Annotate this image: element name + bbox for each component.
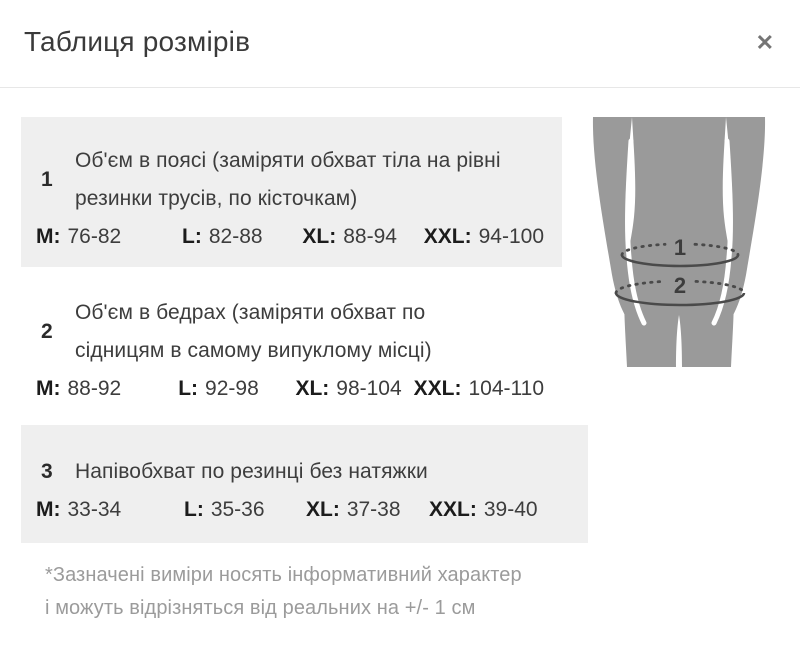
- size-item: M: 33-34: [36, 491, 184, 529]
- body-silhouette-image: 1 2: [592, 117, 766, 367]
- size-label: L:: [178, 377, 199, 400]
- size-value: 76-82: [67, 225, 122, 248]
- size-label: XL:: [295, 377, 330, 400]
- size-label: M:: [36, 377, 61, 400]
- waist-marker-label: 1: [674, 235, 686, 260]
- size-item: XL: 88-94: [302, 218, 423, 256]
- section-number: 2: [41, 320, 53, 343]
- size-item: L: 35-36: [184, 491, 306, 529]
- close-button[interactable]: ✕: [754, 24, 776, 62]
- section-description-row: 3 Напівобхват по резинці без натяжки: [36, 453, 570, 491]
- size-label: XXL:: [413, 377, 462, 400]
- close-icon: ✕: [755, 30, 774, 55]
- size-item: L: 82-88: [182, 218, 302, 256]
- size-item: L: 92-98: [178, 370, 295, 408]
- size-item: XXL: 94-100: [424, 218, 544, 256]
- size-label: XL:: [306, 498, 340, 521]
- size-item: M: 76-82: [36, 218, 182, 256]
- section-number: 1: [41, 168, 53, 191]
- size-item: XXL: 104-110: [414, 370, 544, 408]
- hips-marker-label: 2: [674, 273, 686, 298]
- size-value: 33-34: [67, 498, 122, 521]
- size-value: 35-36: [210, 498, 265, 521]
- modal-header: Таблиця розмірів ✕: [0, 0, 800, 87]
- page-title: Таблиця розмірів: [24, 26, 251, 57]
- size-label: XL:: [302, 225, 337, 248]
- size-label: L:: [182, 225, 202, 248]
- size-value: 88-92: [67, 377, 122, 400]
- section-description-row: 2 Об'єм в бедрах (заміряти обхват по сід…: [36, 294, 544, 370]
- sizes-row: M: 88-92 L: 92-98 XL: 98-104 XXL: 104-110: [36, 370, 544, 408]
- sizes-row: M: 33-34 L: 35-36 XL: 37-38 XXL: 39-40: [36, 491, 570, 529]
- size-value: 104-110: [468, 377, 544, 400]
- size-value: 39-40: [483, 498, 538, 521]
- section-number: 3: [41, 460, 53, 483]
- footnote: *Зазначені виміри носять інформативний х…: [45, 564, 522, 619]
- sizes-row: M: 76-82 L: 82-88 XL: 88-94 XXL: 94-100: [36, 218, 544, 256]
- size-section-elastic: 3 Напівобхват по резинці без натяжки M: 3…: [21, 425, 588, 543]
- size-label: XXL:: [429, 498, 477, 521]
- size-label: XXL:: [423, 225, 472, 248]
- size-label: M:: [36, 498, 61, 521]
- section-description: Об'єм в поясі (заміряти обхват тіла на р…: [75, 149, 501, 210]
- size-label: M:: [36, 225, 61, 248]
- section-description: Напівобхват по резинці без натяжки: [75, 460, 428, 483]
- size-item: XXL: 39-40: [429, 491, 538, 529]
- size-value: 82-88: [208, 225, 263, 248]
- size-section-waist: 1 Об'єм в поясі (заміряти обхват тіла на…: [21, 117, 562, 267]
- size-item: M: 88-92: [36, 370, 178, 408]
- size-value: 94-100: [478, 225, 544, 248]
- size-sections: 1 Об'єм в поясі (заміряти обхват тіла на…: [0, 88, 800, 625]
- body-measurement-diagram: 1 2: [583, 117, 775, 367]
- size-label: L:: [184, 498, 204, 521]
- section-description: Об'єм в бедрах (заміряти обхват по сідни…: [75, 301, 432, 362]
- size-value: 92-98: [205, 377, 259, 400]
- size-section-hips: 2 Об'єм в бедрах (заміряти обхват по сід…: [21, 294, 562, 408]
- size-value: 98-104: [336, 377, 402, 400]
- size-value: 37-38: [346, 498, 401, 521]
- size-item: XL: 37-38: [306, 491, 429, 529]
- size-value: 88-94: [343, 225, 397, 248]
- section-description-row: 1 Об'єм в поясі (заміряти обхват тіла на…: [36, 142, 544, 218]
- header-divider: [0, 87, 800, 88]
- size-item: XL: 98-104: [295, 370, 413, 408]
